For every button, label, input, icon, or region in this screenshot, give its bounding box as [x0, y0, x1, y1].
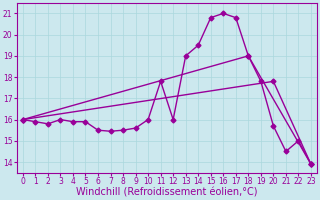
X-axis label: Windchill (Refroidissement éolien,°C): Windchill (Refroidissement éolien,°C): [76, 187, 258, 197]
